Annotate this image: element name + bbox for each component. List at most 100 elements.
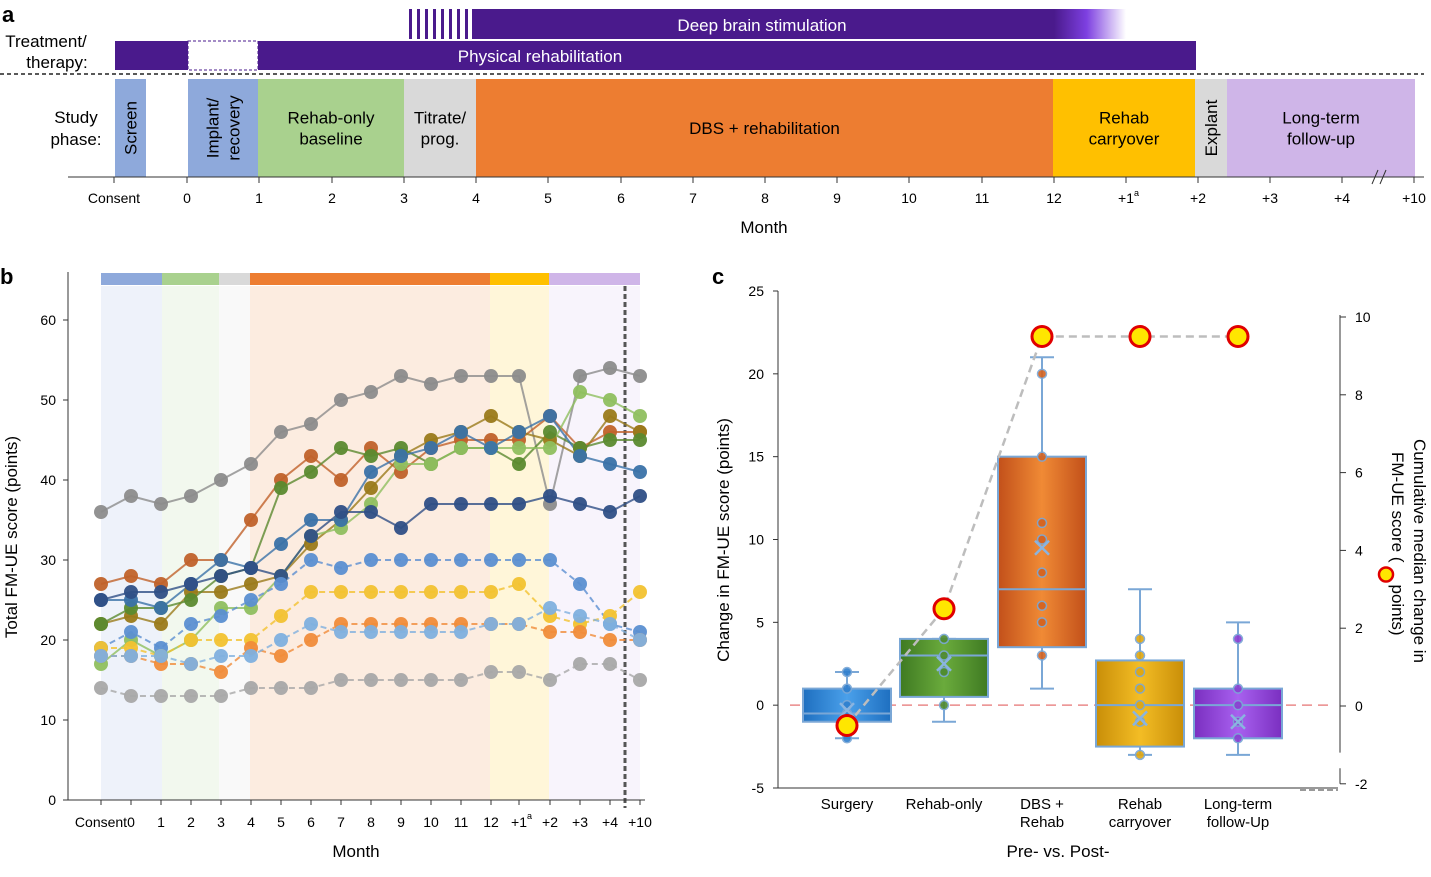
b-data-point bbox=[603, 633, 617, 647]
b-data-point bbox=[154, 601, 168, 615]
b-x-tick-label: Consent bbox=[75, 814, 127, 830]
b-data-point bbox=[543, 425, 557, 439]
b-y-axis-title: Total FM-UE score (points) bbox=[2, 436, 21, 638]
b-data-point bbox=[484, 409, 498, 423]
c-y-tick-label: 5 bbox=[756, 614, 764, 630]
b-data-point bbox=[364, 449, 378, 463]
c-data-point bbox=[1232, 633, 1244, 645]
b-x-tick-label: 0 bbox=[127, 814, 135, 830]
c-y-tick-label: -5 bbox=[752, 780, 765, 796]
b-data-point bbox=[94, 577, 108, 591]
b-phase-strip bbox=[219, 273, 250, 285]
c-x-axis-title: Pre- vs. Post- bbox=[1007, 842, 1110, 861]
c-mean-marker bbox=[1230, 713, 1246, 730]
c-data-point bbox=[1036, 617, 1048, 628]
a-tick-label: +3 bbox=[1262, 190, 1278, 206]
phase-label-6: Explant bbox=[1202, 99, 1221, 156]
b-data-point bbox=[424, 377, 438, 391]
c-x-tick-label: carryover bbox=[1109, 814, 1172, 831]
a-tick-label: 5 bbox=[544, 190, 552, 206]
phase-block-5 bbox=[1053, 79, 1195, 177]
phase-label-3: prog. bbox=[421, 130, 460, 149]
b-data-point bbox=[454, 625, 468, 639]
b-data-point bbox=[304, 449, 318, 463]
b-data-point bbox=[543, 409, 557, 423]
a-tick-label: 3 bbox=[400, 190, 408, 206]
b-data-point bbox=[334, 585, 348, 599]
b-y-tick-label: 20 bbox=[40, 632, 56, 648]
b-data-point bbox=[364, 553, 378, 567]
panel-label-c: c bbox=[712, 264, 724, 289]
c-x-tick-label: Rehab bbox=[1118, 796, 1162, 813]
b-y-tick-label: 10 bbox=[40, 712, 56, 728]
b-data-point bbox=[573, 625, 587, 639]
b-data-point bbox=[454, 497, 468, 511]
c-x-tick-label: Surgery bbox=[821, 796, 874, 813]
b-data-point bbox=[484, 617, 498, 631]
b-data-point bbox=[124, 625, 138, 639]
b-data-point bbox=[124, 569, 138, 583]
b-data-point bbox=[94, 505, 108, 519]
c-data-point bbox=[1134, 749, 1146, 761]
b-data-point bbox=[334, 625, 348, 639]
b-data-point bbox=[274, 425, 288, 439]
c-y2-tick-label: 8 bbox=[1355, 387, 1363, 403]
axis-break bbox=[1379, 169, 1387, 185]
b-data-point bbox=[334, 441, 348, 455]
b-data-point bbox=[244, 649, 258, 663]
b-y-tick-label: 30 bbox=[40, 552, 56, 568]
b-data-point bbox=[394, 553, 408, 567]
phase-block-3 bbox=[404, 79, 476, 177]
b-phase-shade bbox=[101, 286, 162, 800]
treatment-label-line2: therapy: bbox=[26, 53, 87, 72]
b-data-point bbox=[274, 481, 288, 495]
b-data-point bbox=[334, 393, 348, 407]
b-data-point bbox=[244, 593, 258, 607]
b-data-point bbox=[603, 457, 617, 471]
b-data-point bbox=[394, 673, 408, 687]
a-tick-label: Consent bbox=[88, 190, 140, 206]
b-data-point bbox=[154, 649, 168, 663]
phase-label-1: Implant/ bbox=[204, 97, 223, 158]
b-phase-shade bbox=[162, 286, 219, 800]
b-data-point bbox=[394, 625, 408, 639]
c-cumulative-median-marker bbox=[1030, 324, 1054, 348]
b-x-tick-label: 9 bbox=[397, 814, 405, 830]
a-tick-label: 11 bbox=[975, 190, 990, 206]
c-y-axis-title: Change in FM-UE score (points) bbox=[714, 418, 733, 662]
b-data-point bbox=[214, 585, 228, 599]
b-data-point bbox=[154, 617, 168, 631]
b-data-point bbox=[304, 585, 318, 599]
panel-a: a Treatment/ therapy: Deep brain stimula… bbox=[0, 2, 1426, 237]
c-box-group-1 bbox=[899, 633, 989, 723]
b-data-point bbox=[633, 433, 647, 447]
b-data-point bbox=[633, 465, 647, 479]
phase-label-7: follow-up bbox=[1287, 130, 1355, 149]
b-data-point bbox=[94, 617, 108, 631]
b-data-point bbox=[214, 553, 228, 567]
c-data-point bbox=[841, 683, 853, 694]
b-data-point bbox=[573, 497, 587, 511]
b-x-tick-label: 6 bbox=[307, 814, 315, 830]
b-data-point bbox=[364, 673, 378, 687]
b-data-point bbox=[512, 617, 526, 631]
c-data-point bbox=[938, 666, 950, 678]
c-data-point bbox=[1036, 368, 1048, 380]
b-data-point bbox=[394, 521, 408, 535]
b-data-point bbox=[154, 497, 168, 511]
b-phase-shade bbox=[490, 286, 549, 800]
a-tick-label: 1 bbox=[255, 190, 263, 206]
c-cumulative-median-marker bbox=[1128, 324, 1152, 348]
phase-label-7: Long-term bbox=[1282, 109, 1359, 128]
c-box-group-2 bbox=[997, 356, 1087, 690]
c-data-point bbox=[841, 666, 853, 678]
a-tick-label: 8 bbox=[761, 190, 769, 206]
a-tick-label: 0 bbox=[183, 190, 191, 206]
c-y-tick-label: 15 bbox=[748, 449, 764, 465]
axis-break bbox=[1371, 169, 1379, 185]
b-data-point bbox=[484, 369, 498, 383]
b-data-point bbox=[543, 673, 557, 687]
b-data-point bbox=[573, 577, 587, 591]
c-data-point bbox=[1232, 733, 1244, 744]
